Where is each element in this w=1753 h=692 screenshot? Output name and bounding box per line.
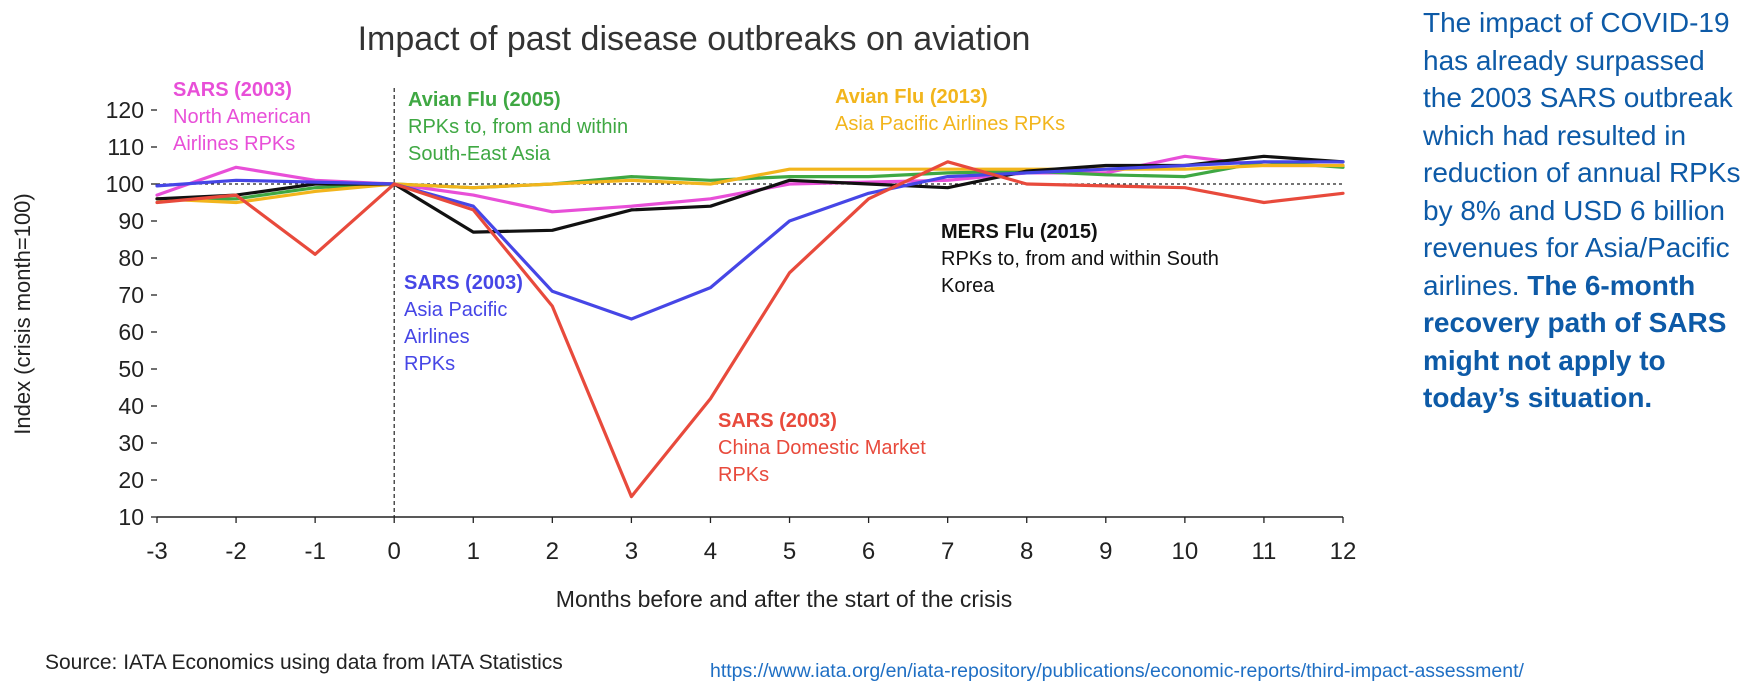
y-tick-label: 70 — [118, 282, 144, 308]
x-tick-label: 8 — [1020, 538, 1033, 565]
annotation-line: RPKs to, from and within South — [941, 248, 1219, 270]
commentary-text: The impact of COVID-19 has already surpa… — [1423, 7, 1741, 301]
x-tick-label: 12 — [1330, 538, 1357, 565]
annotation-line: Airlines — [404, 326, 470, 348]
annotation-1: Avian Flu (2005) RPKs to, from and within… — [408, 89, 628, 165]
annotation-title: SARS (2003) — [173, 79, 292, 101]
annotation-line: China Domestic Market — [718, 437, 926, 459]
y-tick-label: 40 — [118, 393, 144, 419]
source-link[interactable]: https://www.iata.org/en/iata-repository/… — [710, 660, 1524, 682]
annotation-line: Airlines RPKs — [173, 133, 295, 155]
annotation-4: SARS (2003) Asia Pacific Airlines RPKs — [404, 272, 523, 375]
x-tick-label: -1 — [304, 538, 325, 565]
series-line-1 — [155, 160, 1345, 201]
series-line-5 — [155, 160, 1345, 499]
annotation-title: Avian Flu (2005) — [408, 89, 561, 111]
x-tick-label: 7 — [941, 538, 954, 565]
annotation-0: SARS (2003) North American Airlines RPKs — [173, 79, 311, 155]
annotation-title: SARS (2003) — [718, 410, 837, 432]
annotation-line: South-East Asia — [408, 143, 551, 165]
annotation-title: MERS Flu (2015) — [941, 221, 1098, 243]
series-line-2 — [155, 163, 1345, 205]
annotation-line: RPKs to, from and within — [408, 116, 628, 138]
commentary: The impact of COVID-19 has already surpa… — [1423, 4, 1748, 417]
x-tick-label: 3 — [625, 538, 638, 565]
y-tick-label: 100 — [106, 171, 144, 197]
annotation-3: MERS Flu (2015) RPKs to, from and within … — [941, 221, 1219, 297]
x-tick-label: 11 — [1251, 538, 1276, 565]
x-tick-label: 1 — [467, 538, 480, 565]
x-tick-label: -3 — [146, 538, 167, 565]
y-tick-label: 10 — [118, 504, 144, 530]
y-tick-label: 90 — [118, 208, 144, 234]
annotation-line: RPKs — [404, 353, 455, 375]
x-tick-label: -2 — [225, 538, 246, 565]
y-tick-label: 20 — [118, 467, 144, 493]
annotation-5: SARS (2003) China Domestic Market RPKs — [718, 410, 926, 486]
annotation-title: Avian Flu (2013) — [835, 86, 988, 108]
y-tick-label: 60 — [118, 319, 144, 345]
annotation-line: Asia Pacific Airlines RPKs — [835, 113, 1065, 135]
y-axis-label: Index (crisis month=100) — [10, 193, 35, 435]
x-tick-label: 5 — [783, 538, 796, 565]
x-axis-label: Months before and after the start of the… — [556, 586, 1012, 612]
source-note: Source: IATA Economics using data from I… — [45, 651, 563, 674]
y-tick-label: 30 — [118, 430, 144, 456]
x-tick-label: 10 — [1172, 538, 1199, 565]
series-line-4 — [155, 160, 1345, 321]
annotation-line: North American — [173, 106, 311, 128]
x-tick-label: 6 — [862, 538, 875, 565]
annotation-title: SARS (2003) — [404, 272, 523, 294]
y-tick-label: 50 — [118, 356, 144, 382]
annotation-line: Korea — [941, 275, 995, 297]
commentary-bold-text: The 6-month recovery path of SARS might … — [1423, 269, 1727, 414]
annotation-2: Avian Flu (2013) Asia Pacific Airlines RP… — [835, 86, 1065, 135]
y-tick-label: 110 — [107, 134, 144, 160]
chart-title: Impact of past disease outbreaks on avia… — [358, 20, 1031, 58]
x-tick-label: 0 — [388, 538, 401, 565]
x-tick-label: 2 — [546, 538, 559, 565]
y-tick-label: 120 — [106, 97, 144, 123]
x-tick-label: 4 — [704, 538, 717, 565]
x-tick-label: 9 — [1099, 538, 1112, 565]
chart: Impact of past disease outbreaks on avia… — [10, 20, 1357, 612]
annotation-line: RPKs — [718, 464, 769, 486]
y-tick-label: 80 — [118, 245, 144, 271]
annotation-line: Asia Pacific — [404, 299, 507, 321]
